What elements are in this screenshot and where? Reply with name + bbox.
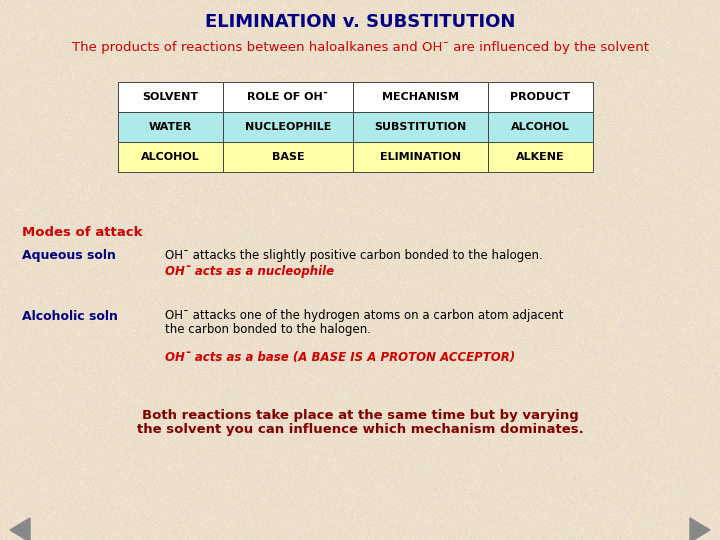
Text: Alcoholic soln: Alcoholic soln: [22, 309, 118, 322]
Text: ALKENE: ALKENE: [516, 152, 564, 162]
Text: the solvent you can influence which mechanism dominates.: the solvent you can influence which mech…: [137, 423, 583, 436]
Text: OH¯ acts as a base (A BASE IS A PROTON ACCEPTOR): OH¯ acts as a base (A BASE IS A PROTON A…: [165, 352, 515, 365]
Text: SUBSTITUTION: SUBSTITUTION: [374, 122, 467, 132]
Text: The products of reactions between haloalkanes and OH¯ are influenced by the solv: The products of reactions between haloal…: [71, 42, 649, 55]
Polygon shape: [690, 518, 710, 540]
Text: BASE: BASE: [271, 152, 305, 162]
Text: OH¯ attacks one of the hydrogen atoms on a carbon atom adjacent: OH¯ attacks one of the hydrogen atoms on…: [165, 309, 564, 322]
Bar: [223, 82, 353, 112]
Text: ELIMINATION: ELIMINATION: [380, 152, 461, 162]
Text: the carbon bonded to the halogen.: the carbon bonded to the halogen.: [165, 323, 371, 336]
Bar: [118, 142, 223, 172]
Bar: [488, 82, 593, 112]
Bar: [488, 112, 593, 142]
Bar: [353, 82, 488, 112]
Bar: [118, 112, 223, 142]
Text: Both reactions take place at the same time but by varying: Both reactions take place at the same ti…: [142, 408, 578, 422]
Text: ROLE OF OH¯: ROLE OF OH¯: [247, 92, 329, 102]
Text: ALCOHOL: ALCOHOL: [141, 152, 200, 162]
Text: PRODUCT: PRODUCT: [510, 92, 570, 102]
Bar: [353, 112, 488, 142]
Text: Modes of attack: Modes of attack: [22, 226, 143, 239]
Bar: [488, 142, 593, 172]
Bar: [353, 142, 488, 172]
Text: WATER: WATER: [149, 122, 192, 132]
Text: OH¯ attacks the slightly positive carbon bonded to the halogen.: OH¯ attacks the slightly positive carbon…: [165, 248, 543, 261]
Bar: [223, 142, 353, 172]
Text: SOLVENT: SOLVENT: [143, 92, 199, 102]
Text: Aqueous soln: Aqueous soln: [22, 248, 116, 261]
Text: NUCLEOPHILE: NUCLEOPHILE: [245, 122, 331, 132]
Text: OH¯ acts as a nucleophile: OH¯ acts as a nucleophile: [165, 265, 334, 278]
Text: ELIMINATION v. SUBSTITUTION: ELIMINATION v. SUBSTITUTION: [204, 13, 516, 31]
Text: ALCOHOL: ALCOHOL: [511, 122, 570, 132]
Text: MECHANISM: MECHANISM: [382, 92, 459, 102]
Polygon shape: [10, 518, 30, 540]
Bar: [223, 112, 353, 142]
Bar: [118, 82, 223, 112]
